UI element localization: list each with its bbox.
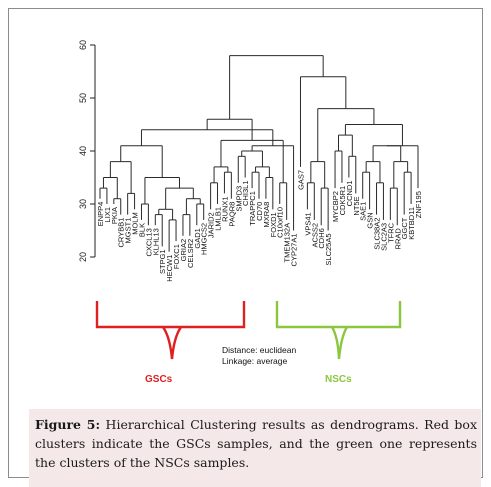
leaf-label: PAQR8 bbox=[227, 202, 236, 227]
y-tick-label: 30 bbox=[78, 199, 88, 209]
leaf-labels: ENPP4LIX1PKIACRYBB1MGST1MOLMBLKCXCL13KLH… bbox=[96, 170, 423, 282]
leaf-label: MYCBP2 bbox=[331, 191, 340, 222]
gscs-label: GSCs bbox=[145, 374, 173, 385]
caption-text: Hierarchical Clustering results as dendr… bbox=[35, 417, 478, 470]
leaf-label: HMGCS2 bbox=[200, 223, 209, 255]
leaf-label: CCND1 bbox=[345, 181, 354, 207]
leaf-label: ENPP4 bbox=[96, 202, 105, 227]
leaf-label: GRIA2 bbox=[179, 239, 188, 262]
leaf-label: VPS41 bbox=[303, 212, 312, 235]
leaf-label: GAS7 bbox=[296, 170, 305, 190]
leaf-label: SLC2A3 bbox=[379, 223, 388, 251]
leaf-label: MOLM bbox=[131, 212, 140, 235]
leaf-label: CD70 bbox=[255, 202, 264, 221]
distance-label: Distance: euclidean bbox=[222, 345, 296, 355]
leaf-label: CELSR2 bbox=[186, 239, 195, 268]
leaf-label: CXCL13 bbox=[144, 228, 153, 256]
leaf-label: MXRA8 bbox=[262, 202, 271, 228]
leaf-label: RUNX1 bbox=[220, 196, 229, 221]
leaf-label: TMEM132A bbox=[283, 223, 292, 263]
leaf-label: SLC25A5 bbox=[324, 234, 333, 266]
caption-label: Figure 5: bbox=[35, 417, 101, 432]
leaf-label: PKIA bbox=[110, 207, 119, 224]
dendrogram-tree bbox=[99, 55, 419, 252]
y-tick-label: 20 bbox=[78, 252, 88, 262]
figure-caption: Figure 5: Hierarchical Clustering result… bbox=[29, 409, 481, 487]
dendrogram-chart: 20 30 40 50 60 ENPP4LIX1PKIACRYBB1MGST1MOLMB… bbox=[78, 40, 423, 385]
leaf-label: HECW1 bbox=[165, 255, 174, 282]
leaf-label: ZNF195 bbox=[414, 191, 423, 218]
leaf-label: GGCT bbox=[400, 217, 409, 239]
leaf-label: MGST1 bbox=[124, 218, 133, 244]
leaf-label: CHI3L1 bbox=[241, 181, 250, 206]
leaf-label: KBTBD11 bbox=[407, 207, 416, 240]
nscs-bracket bbox=[275, 301, 402, 360]
leaf-label: RRAD bbox=[393, 228, 402, 250]
leaf-label: TRAPPC1 bbox=[248, 191, 257, 226]
leaf-label: JARID2 bbox=[207, 212, 216, 238]
leaf-label: SMPD3 bbox=[234, 186, 243, 212]
leaf-label: LMLB1 bbox=[214, 207, 223, 231]
leaf-label: C10orf10 bbox=[276, 207, 285, 238]
nscs-label: NSCs bbox=[325, 374, 352, 385]
leaf-label: LIX1 bbox=[103, 207, 112, 222]
leaf-label: STPG1 bbox=[158, 249, 167, 274]
figure-frame: 20 30 40 50 60 ENPP4 LIX1 PKIA CRYBB1 MGST1 MOLM B… bbox=[8, 8, 483, 487]
linkage-label: Linkage: average bbox=[222, 356, 287, 366]
leaf-label: GAD1 bbox=[193, 228, 202, 248]
leaf-label: SLC38A2 bbox=[373, 218, 382, 250]
leaf-label: BLK bbox=[137, 223, 146, 237]
leaf-label: ACSS2 bbox=[310, 223, 319, 248]
leaf-label: GSN bbox=[366, 212, 375, 228]
leaf-label: NT5E bbox=[352, 196, 361, 215]
leaf-label: TFRC bbox=[386, 222, 395, 243]
leaf-label: SAE1 bbox=[359, 202, 368, 221]
leaf-label: CYP27A1 bbox=[290, 234, 299, 267]
y-tick-label: 50 bbox=[78, 93, 88, 103]
leaf-label: CDK5R1 bbox=[338, 186, 347, 216]
y-axis: 20 30 40 50 60 bbox=[78, 40, 96, 262]
leaf-label: KLHL13 bbox=[151, 228, 160, 255]
leaf-label: CDH6 bbox=[317, 228, 326, 248]
y-tick-label: 40 bbox=[78, 146, 88, 156]
y-tick-label: 60 bbox=[78, 40, 88, 50]
leaf-label: FOXD1 bbox=[269, 212, 278, 237]
gscs-bracket bbox=[95, 301, 246, 360]
leaf-label: FOXC1 bbox=[172, 244, 181, 269]
leaf-label: CRYBB1 bbox=[117, 218, 126, 248]
